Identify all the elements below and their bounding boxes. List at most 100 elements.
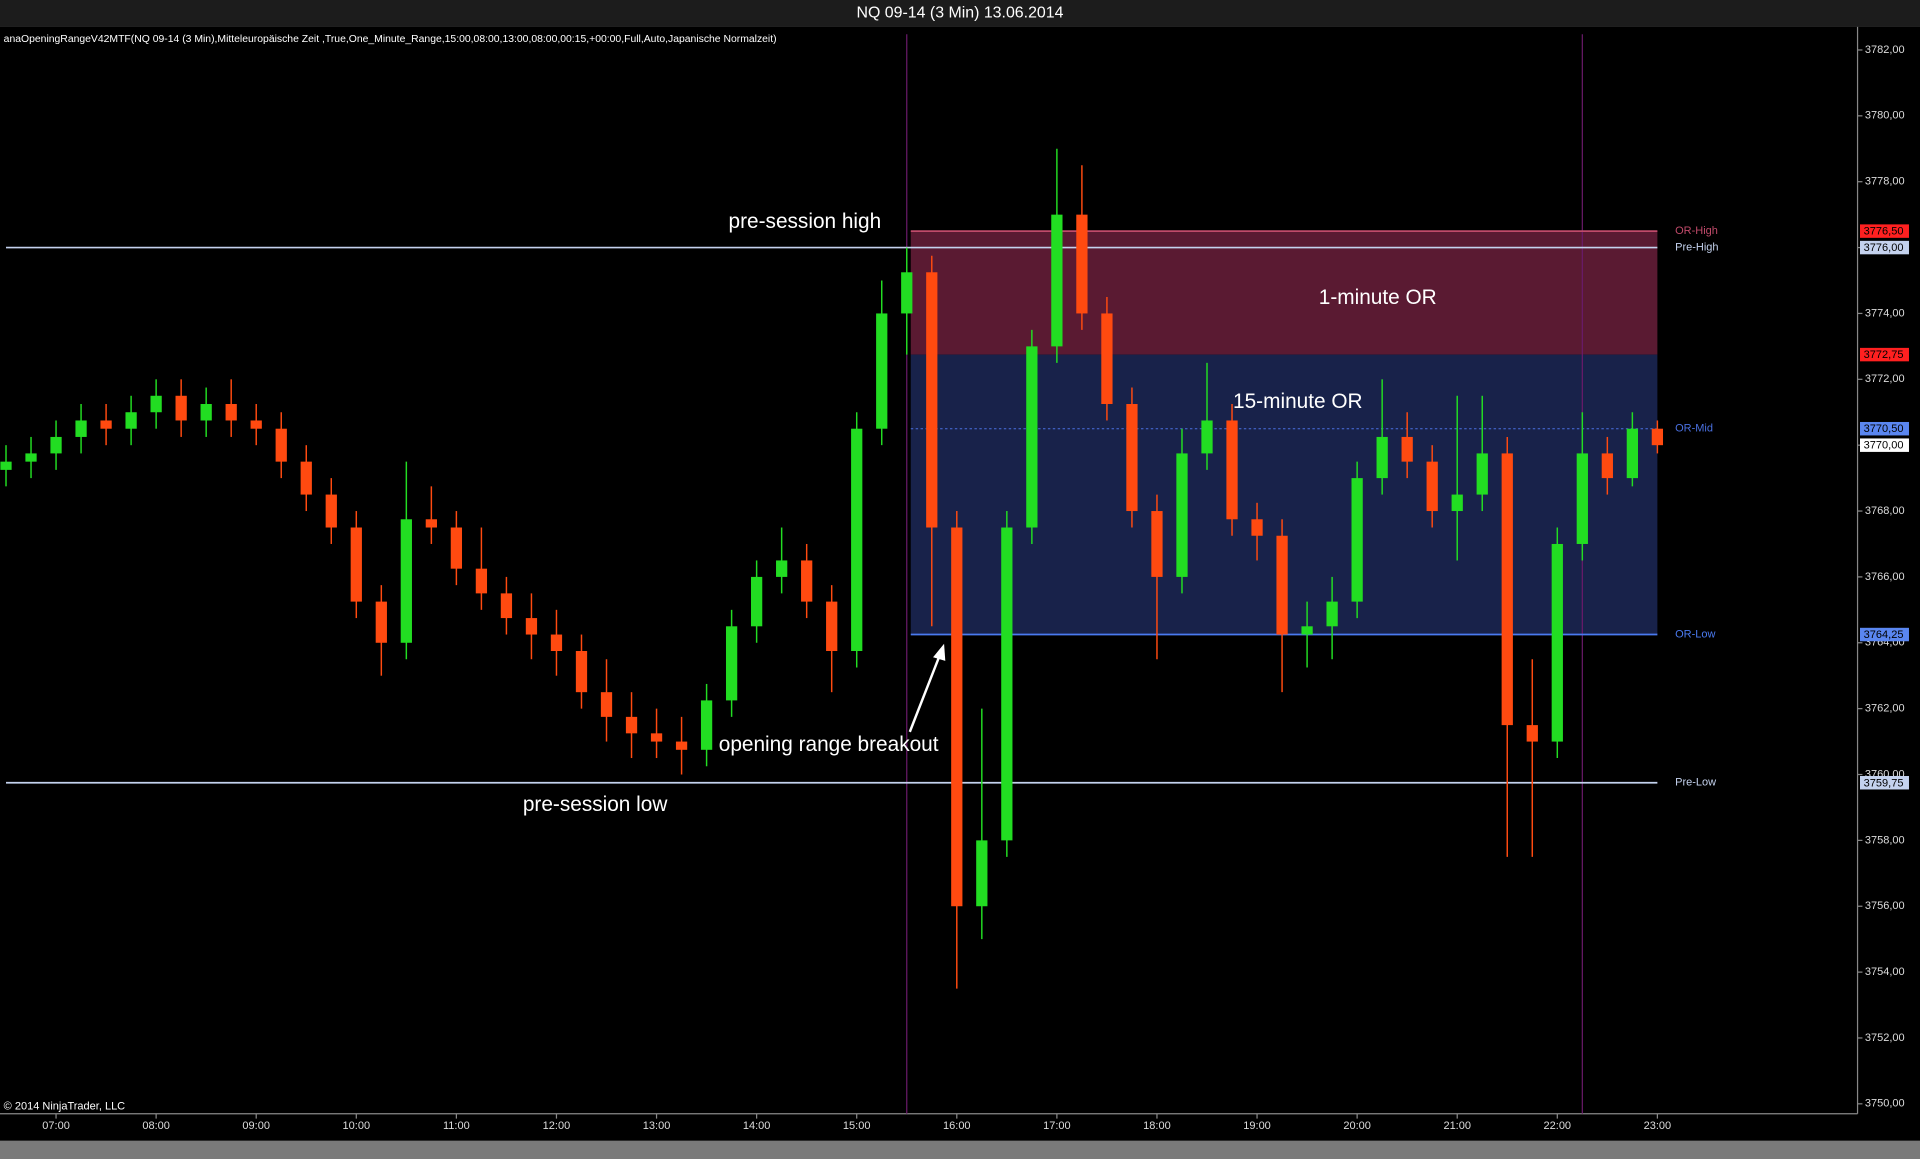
candle-body [1226,420,1238,520]
candle-body [801,560,813,602]
x-tick-label: 17:00 [1043,1120,1071,1132]
candle-body [250,420,262,429]
candle-body [1501,453,1513,726]
candle-body [50,436,62,454]
candle-body [550,634,563,652]
candle-body [826,601,838,652]
annotation-arrowhead [933,643,946,661]
x-tick-label: 23:00 [1644,1120,1672,1132]
candle-body [450,527,463,569]
annotation-arrow [908,653,942,733]
candle-body [976,840,988,907]
candle-body [225,404,237,421]
candle-body [1276,535,1288,635]
price-marker [1860,421,1909,436]
candle-body [1151,511,1163,577]
y-tick-label: 3758,00 [1865,834,1905,846]
x-tick-label: 18:00 [1143,1120,1171,1132]
candle-body [125,412,137,429]
candle-body [725,626,738,701]
candle-body [751,576,763,627]
candle-body [1201,420,1213,454]
candle-body [200,404,212,421]
candle-body [901,272,913,314]
candle-body [300,461,312,495]
candle-body [776,560,788,577]
y-tick-label: 3774,00 [1865,307,1905,319]
level-label: Pre-Low [1675,777,1716,789]
candle-body [926,272,938,528]
candle-body [625,716,638,734]
candle-body [650,733,663,742]
x-tick-label: 09:00 [242,1120,270,1132]
candle-body [175,395,187,421]
annotation: opening range breakout [719,733,939,756]
y-tick-label: 3756,00 [1865,900,1905,912]
candle-body [600,692,613,717]
x-tick-label: 12:00 [543,1120,571,1132]
copyright: © 2014 NinjaTrader, LLC [4,1100,126,1112]
candle-body [500,593,513,619]
price-marker-label: 3776,00 [1864,242,1904,254]
level-label: OR-Mid [1675,423,1713,435]
indicator-label: anaOpeningRangeV42MTF(NQ 09-14 (3 Min),M… [4,34,777,45]
price-marker-label: 3770,50 [1864,423,1904,435]
candle-body [1601,453,1613,479]
y-tick-label: 3782,00 [1865,44,1905,56]
candle-body [150,395,162,413]
candle-body [475,568,488,594]
x-tick-label: 07:00 [42,1120,70,1132]
x-tick-label: 14:00 [743,1120,771,1132]
price-marker-label: 3772,75 [1864,349,1904,361]
candle-body [1551,543,1563,742]
candle-body [1026,346,1038,528]
zone-label: 15-minute OR [1233,390,1362,413]
zone [910,231,1658,355]
x-tick-label: 21:00 [1443,1120,1471,1132]
y-tick-label: 3760,00 [1865,768,1905,780]
y-tick-label: 3750,00 [1865,1098,1905,1110]
price-marker-label: 3759,75 [1864,777,1904,789]
x-tick-label: 11:00 [443,1120,470,1132]
y-tick-label: 3754,00 [1865,966,1905,978]
annotation: pre-session high [729,210,882,233]
zone-label: 1-minute OR [1319,286,1437,309]
candle-body [1526,725,1538,742]
candle-body [1451,494,1463,512]
price-marker-label: 3764,25 [1864,629,1904,641]
candle-body [75,420,87,437]
chart-title: NQ 09-14 (3 Min) 13.06.2014 [857,5,1064,22]
price-marker-label: 3770,00 [1864,440,1904,452]
level-label: OR-Low [1675,628,1715,640]
y-tick-label: 3762,00 [1865,703,1905,715]
x-tick-label: 16:00 [943,1120,971,1132]
x-tick-label: 20:00 [1343,1120,1371,1132]
candle-body [1126,404,1138,512]
candle-body [325,494,337,528]
x-tick-label: 22:00 [1544,1120,1572,1132]
candle-body [25,453,37,462]
x-tick-label: 10:00 [343,1120,371,1132]
candle-body [375,601,387,643]
annotation: pre-session low [523,793,668,816]
candle-body [1251,519,1263,536]
candle-body [1626,428,1638,479]
price-marker [1860,347,1909,362]
candle-body [951,527,963,907]
candle-body [425,519,437,528]
y-tick-label: 3768,00 [1865,505,1905,517]
candle-body [851,428,863,652]
price-marker [1860,240,1909,255]
candle-body [1401,436,1413,462]
candle-body [525,618,538,635]
price-marker [1860,627,1909,642]
price-marker [1860,776,1909,790]
candle-body [400,519,412,643]
level-label: Pre-High [1675,241,1718,253]
candle-body [1351,478,1363,602]
price-marker [1860,224,1909,238]
y-tick-label: 3772,00 [1865,373,1905,385]
candle-body [1326,601,1338,627]
x-tick-label: 15:00 [843,1120,871,1132]
